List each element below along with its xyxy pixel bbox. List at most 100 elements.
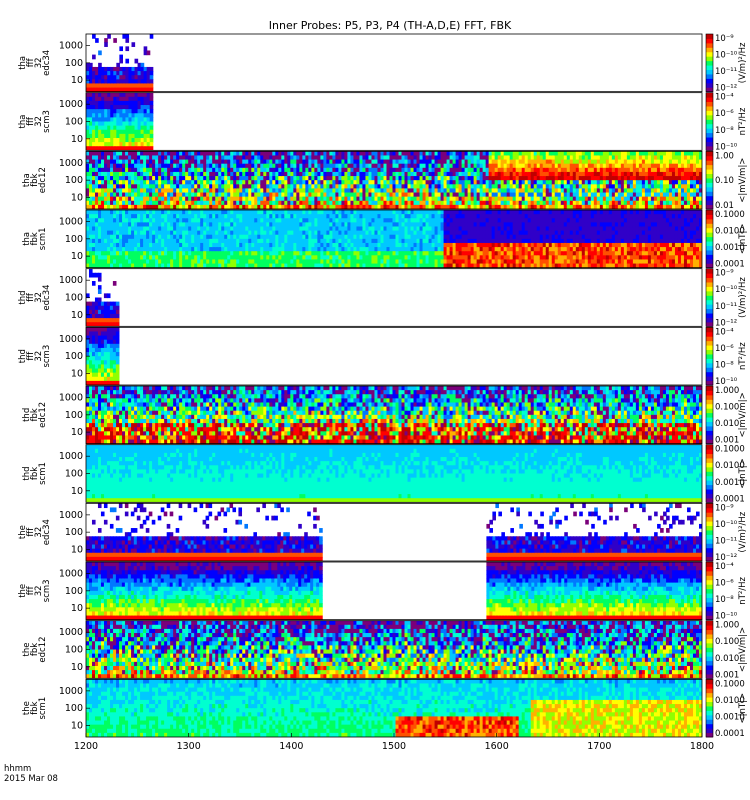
y-tick-label: 10 xyxy=(71,603,83,614)
colorbar-tick-label: 0.001 xyxy=(715,670,739,680)
colorbar-unit-label: (V/m)²/Hz xyxy=(738,42,748,83)
colorbar: 10⁻⁹ 10⁻¹⁰ 10⁻¹¹ 10⁻¹²(V/m)²/Hz xyxy=(705,503,748,563)
svg-text:tha: tha xyxy=(18,56,28,70)
colorbar-tick-label: 0.01 xyxy=(715,201,734,211)
spectrogram-image xyxy=(86,92,154,151)
colorbar-tick-label: 10⁻⁹ xyxy=(715,34,734,44)
y-tick-label: 100 xyxy=(65,703,83,714)
x-tick-label: 1200 xyxy=(74,741,98,752)
y-tick-label: 1000 xyxy=(59,451,83,462)
colorbar-unit-label: <|nT|> xyxy=(738,224,748,255)
colorbar-tick-label: 10⁻¹¹ xyxy=(715,67,737,77)
colorbar-tick-label: 1.00 xyxy=(715,151,734,161)
y-tick-label: 100 xyxy=(65,293,83,304)
y-tick-label: 100 xyxy=(65,469,83,480)
footer-time-unit: hhmm xyxy=(4,764,31,774)
colorbar-tick-label: 1.000 xyxy=(715,386,739,396)
y-tick-label: 10 xyxy=(71,486,83,497)
y-tick-label: 100 xyxy=(65,410,83,421)
time-axis: 1200 1300 1400 1500 1600 1700 1800 xyxy=(74,733,714,752)
y-tick-label: 1000 xyxy=(59,569,83,580)
colorbar: 0.1000 0.0100 0.0010 0.0001 <|nT|> xyxy=(705,679,748,739)
colorbar: 10⁻⁹ 10⁻¹⁰ 10⁻¹¹ 10⁻¹²(V/m)²/Hz xyxy=(705,268,748,328)
x-tick-label: 1500 xyxy=(382,741,406,752)
x-tick-label: 1800 xyxy=(690,741,714,752)
colorbar-tick-label: 0.0001 xyxy=(715,494,745,504)
y-tick-label: 1000 xyxy=(59,275,83,286)
colorbar-tick-label: 10⁻¹⁰ xyxy=(715,142,738,152)
colorbar-tick-label: 0.0001 xyxy=(715,260,745,270)
colorbar-tick-label: 0.10 xyxy=(715,176,734,186)
colorbar-tick-label: 0.001 xyxy=(715,436,739,446)
spectrogram-image xyxy=(86,620,702,679)
y-tick-label: 1000 xyxy=(59,41,83,52)
colorbar-tick-label: 10⁻⁴ xyxy=(715,327,734,337)
colorbar-tick-label: 10⁻⁶ xyxy=(715,344,734,354)
colorbar-tick-label: 1.000 xyxy=(715,621,739,631)
colorbar-tick-label: 10⁻⁸ xyxy=(715,126,734,136)
colorbar-tick-label: 0.1000 xyxy=(715,210,745,220)
y-tick-label: 10 xyxy=(71,75,83,86)
colorbar-unit-label: <|mV/m|> xyxy=(738,158,748,203)
y-tick-label: 1000 xyxy=(59,158,83,169)
colorbar-unit-label: (V/m)²/Hz xyxy=(738,511,748,552)
colorbar-tick-label: 10⁻⁴ xyxy=(715,562,734,572)
colorbar: 1.00 0.10 0.01 <|mV/m|> xyxy=(705,151,748,211)
x-tick-label: 1400 xyxy=(279,741,303,752)
y-tick-label: 10 xyxy=(71,427,83,438)
spectrogram-image xyxy=(86,503,702,562)
y-tick-label: 100 xyxy=(65,645,83,656)
colorbar: 0.1000 0.0100 0.0010 0.0001 <|nT|> xyxy=(705,209,748,270)
colorbar-tick-label: 10⁻¹¹ xyxy=(715,302,737,312)
y-tick-label: 1000 xyxy=(59,217,83,228)
colorbar-tick-label: 10⁻¹⁰ xyxy=(715,520,738,530)
panel-frame xyxy=(85,92,703,151)
colorbar-tick-label: 0.0100 xyxy=(715,696,745,706)
y-tick-label: 100 xyxy=(65,234,83,245)
colorbar-unit-label: nT²/Hz xyxy=(738,342,748,370)
colorbar-tick-label: 10⁻¹² xyxy=(715,84,737,94)
svg-text:fff: fff xyxy=(26,116,36,126)
colorbar-tick-label: 10⁻⁹ xyxy=(715,269,734,279)
y-tick-label: 10 xyxy=(71,310,83,321)
colorbar-tick-label: 0.0010 xyxy=(715,243,745,253)
y-tick-label: 1000 xyxy=(59,334,83,345)
colorbar-unit-label: <|mV/m|> xyxy=(738,392,748,437)
x-tick-label: 1300 xyxy=(177,741,201,752)
panel-stack: 100010010thafff32edc3410⁻⁹10⁻¹⁰10⁻¹¹10⁻¹… xyxy=(18,33,748,739)
colorbar: 0.1000 0.0100 0.0010 0.0001 <|nT|> xyxy=(705,444,748,504)
spectrogram-image xyxy=(86,327,120,386)
y-tick-label: 10 xyxy=(71,368,83,379)
y-tick-label: 1000 xyxy=(59,510,83,521)
colorbar: 10⁻⁹ 10⁻¹⁰ 10⁻¹¹ 10⁻¹²(V/m)²/Hz xyxy=(705,33,748,94)
colorbar-unit-label: <|nT|> xyxy=(738,693,748,724)
colorbar-tick-label: 10⁻⁸ xyxy=(715,595,734,605)
spectrogram-image xyxy=(86,562,702,620)
y-tick-label: 100 xyxy=(65,117,83,128)
colorbar-tick-label: 10⁻⁸ xyxy=(715,360,734,370)
spectrogram-image xyxy=(86,34,154,92)
colorbar-tick-label: 0.0100 xyxy=(715,461,745,471)
svg-text:tha: tha xyxy=(18,115,28,129)
y-tick-label: 1000 xyxy=(59,627,83,638)
colorbar-tick-label: 0.0001 xyxy=(715,729,745,739)
y-tick-label: 100 xyxy=(65,351,83,362)
colorbar-tick-label: 10⁻¹² xyxy=(715,553,737,563)
